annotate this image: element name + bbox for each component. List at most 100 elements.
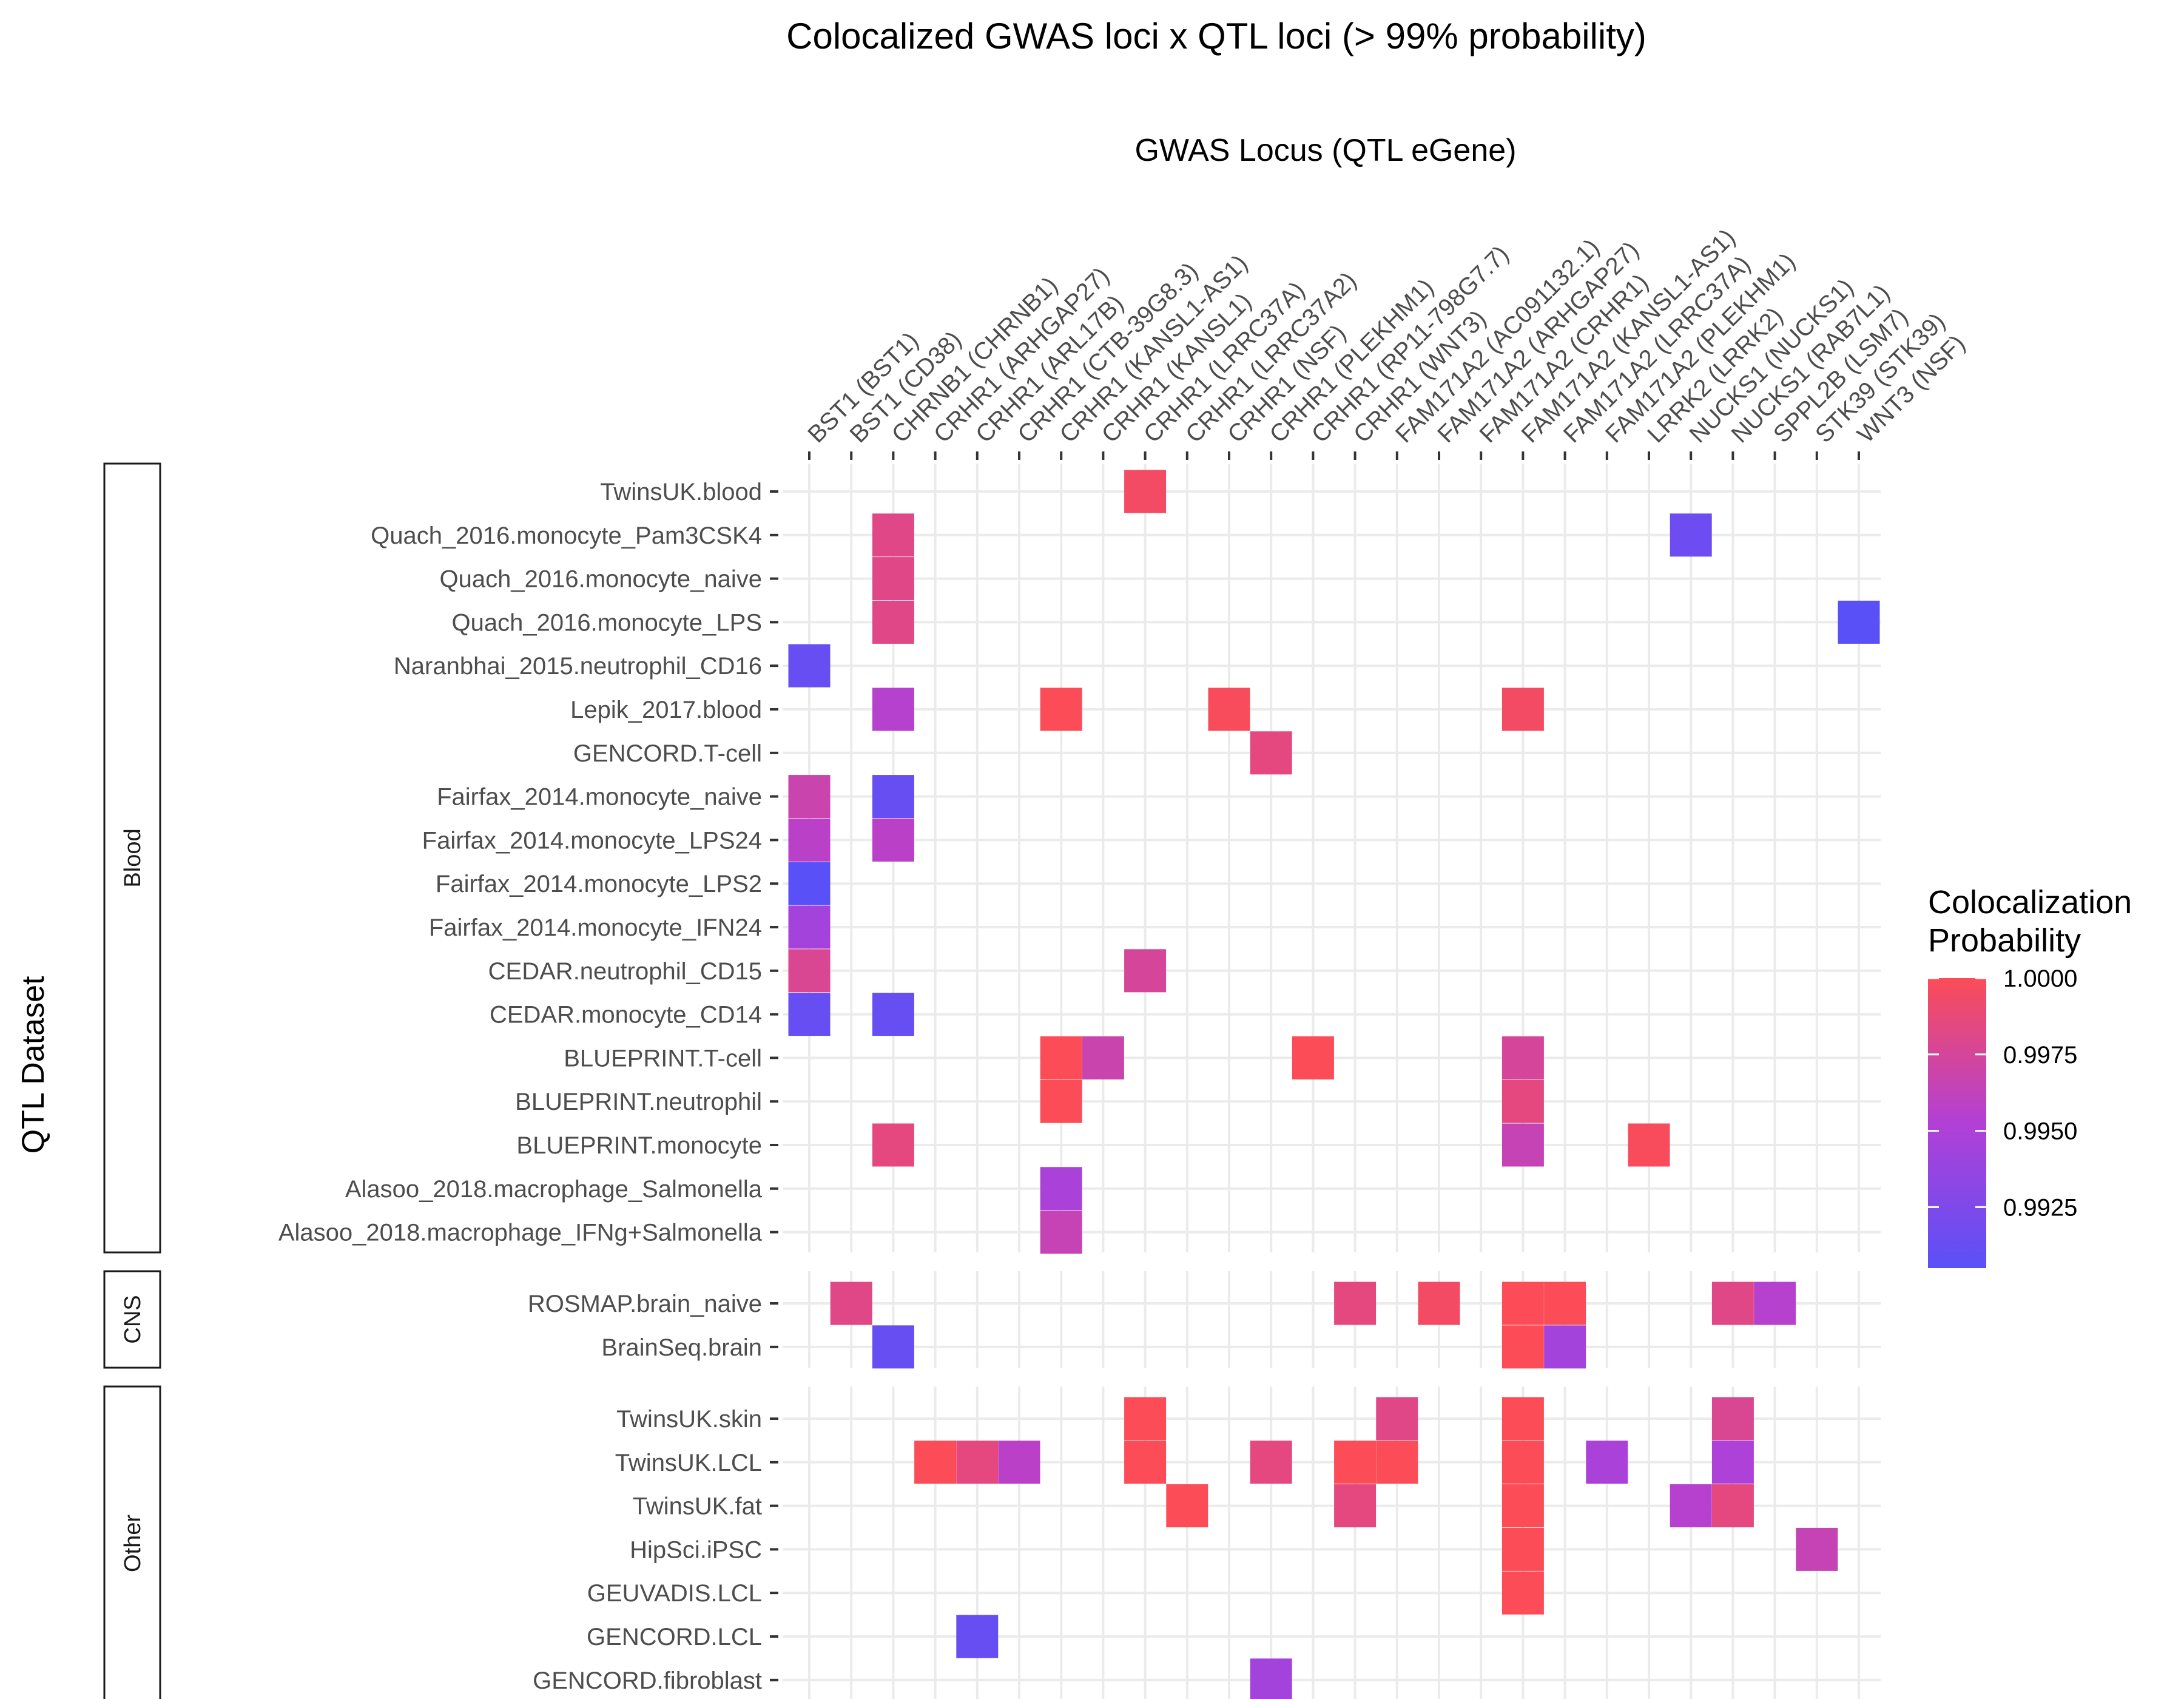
heatmap-cell [872, 775, 914, 819]
heatmap-cell [1040, 1167, 1082, 1211]
heatmap-cell [1040, 687, 1082, 731]
heatmap-cell [1711, 1484, 1754, 1528]
heatmap-cell [1502, 1079, 1544, 1123]
heatmap-cell [956, 1615, 999, 1658]
heatmap-cell [1250, 731, 1292, 775]
heatmap-cell [872, 1123, 914, 1167]
legend-tick-label: 0.9925 [2003, 1194, 2077, 1221]
heatmap-cell [788, 818, 831, 862]
heatmap-cell [1628, 1123, 1670, 1167]
y-tick-label-fairfax-2014-monocyte-ifn24: Fairfax_2014.monocyte_IFN24 [429, 914, 762, 941]
facet-strip-blood [103, 462, 161, 1254]
y-tick-label-blueprint-t-cell: BLUEPRINT.T-cell [564, 1045, 762, 1072]
y-tick-label-blueprint-monocyte: BLUEPRINT.monocyte [516, 1132, 762, 1159]
heatmap-cell [1040, 1036, 1082, 1079]
y-tick-label-twinsuk-lcl: TwinsUK.LCL [615, 1450, 762, 1476]
y-tick-label-lepik-2017-blood: Lepik_2017.blood [570, 697, 762, 723]
heatmap-cell [1502, 1397, 1544, 1441]
y-tick-label-alasoo-2018-macrophage-salmonella: Alasoo_2018.macrophage_Salmonella [345, 1176, 763, 1203]
chart-title: Colocalized GWAS loci x QTL loci (> 99% … [786, 16, 1646, 56]
heatmap-cell [1334, 1441, 1377, 1484]
y-tick-label-geuvadis-lcl: GEUVADIS.LCL [587, 1580, 762, 1607]
heatmap-cell [1502, 687, 1544, 731]
legend-title-line-2: Probability [1928, 922, 2081, 959]
y-tick-label-twinsuk-skin: TwinsUK.skin [616, 1406, 762, 1433]
heatmap-cell [1376, 1441, 1418, 1484]
heatmap-cell [1502, 1441, 1544, 1484]
heatmap-cell [1502, 1036, 1544, 1079]
legend-tick-label: 0.9950 [2003, 1118, 2077, 1145]
legend: Colocalization Probability 1.0000 0.9975 0… [1928, 884, 2132, 1268]
y-tick-label-alasoo-2018-macrophage-ifng-salmonella: Alasoo_2018.macrophage_IFNg+Salmonella [278, 1220, 763, 1246]
heatmap-cell [1250, 1441, 1292, 1484]
heatmap-cell [1292, 1036, 1334, 1079]
heatmap-cell [1711, 1397, 1754, 1441]
y-tick-label-cedar-neutrophil-cd15: CEDAR.neutrophil_CD15 [488, 958, 762, 985]
heatmap-cell [1250, 1658, 1292, 1699]
heatmap-cell [788, 775, 831, 819]
heatmap-cell [1166, 1484, 1208, 1528]
heatmap-cell [872, 1325, 914, 1369]
heatmap-cell [872, 993, 914, 1036]
heatmap-cell [872, 818, 914, 862]
y-tick-label-fairfax-2014-monocyte-lps2: Fairfax_2014.monocyte_LPS2 [436, 871, 762, 897]
heatmap-cell [1502, 1282, 1544, 1325]
heatmap-cell [830, 1282, 872, 1325]
heatmap-cell [1796, 1527, 1838, 1571]
y-tick-label-gencord-t-cell: GENCORD.T-cell [573, 740, 762, 767]
y-tick-label-rosmap-brain-naive: ROSMAP.brain_naive [528, 1291, 762, 1317]
y-tick-label-fairfax-2014-monocyte-naive: Fairfax_2014.monocyte_naive [437, 784, 762, 811]
y-tick-label-fairfax-2014-monocyte-lps24: Fairfax_2014.monocyte_LPS24 [422, 827, 762, 854]
y-tick-label-gencord-lcl: GENCORD.LCL [587, 1624, 762, 1650]
heatmap-cell [1418, 1282, 1460, 1325]
heatmap-cell [1670, 1484, 1712, 1528]
y-axis-title: QTL Dataset [16, 976, 51, 1153]
y-tick-label-blueprint-neutrophil: BLUEPRINT.neutrophil [515, 1089, 762, 1115]
heatmap-cell [914, 1441, 957, 1484]
y-tick-label-quach-2016-monocyte-pam3csk4: Quach_2016.monocyte_Pam3CSK4 [371, 522, 762, 549]
facet-strip-label-cns: CNS [120, 1295, 146, 1343]
facet-strip-label-blood: Blood [120, 828, 146, 887]
axis-ticks [770, 451, 1860, 1681]
legend-ticks: 1.0000 0.9975 0.9950 0.9925 [1928, 965, 2077, 1221]
heatmap-cell [788, 993, 831, 1036]
heatmap-cell [788, 905, 831, 949]
heatmap-cell [1376, 1397, 1418, 1441]
y-tick-label-brainseq-brain: BrainSeq.brain [601, 1334, 762, 1361]
heatmap-cell [1082, 1036, 1124, 1079]
heatmap-cell [1208, 687, 1250, 731]
heatmap-cells [788, 470, 1880, 1699]
legend-tick-label: 1.0000 [2003, 965, 2077, 992]
heatmap-cell [872, 513, 914, 557]
heatmap-cell [1754, 1282, 1796, 1325]
y-tick-label-quach-2016-monocyte-naive: Quach_2016.monocyte_naive [440, 566, 762, 593]
heatmap-cell [1040, 1211, 1082, 1254]
y-tick-label-twinsuk-blood: TwinsUK.blood [600, 479, 762, 505]
heatmap-cell [788, 862, 831, 905]
legend-title-line-1: Colocalization [1928, 884, 2132, 920]
heatmap-cell [956, 1441, 999, 1484]
heatmap-cell [1544, 1282, 1586, 1325]
heatmap-cell [1040, 1079, 1082, 1123]
y-tick-label-twinsuk-fat: TwinsUK.fat [633, 1493, 762, 1520]
heatmap-cell [1502, 1571, 1544, 1615]
x-axis-title: GWAS Locus (QTL eGene) [1134, 133, 1516, 168]
legend-tick-label: 0.9975 [2003, 1042, 2077, 1069]
heatmap-cell [998, 1441, 1040, 1484]
heatmap-cell [1711, 1441, 1754, 1484]
y-tick-label-quach-2016-monocyte-lps: Quach_2016.monocyte_LPS [452, 609, 762, 636]
legend-colorbar [1928, 978, 1986, 1268]
heatmap-cell [1711, 1282, 1754, 1325]
y-tick-label-gencord-fibroblast: GENCORD.fibroblast [533, 1667, 762, 1694]
heatmap-cell [1124, 470, 1167, 513]
heatmap-cell [872, 687, 914, 731]
heatmap-cell [1124, 949, 1167, 993]
heatmap-cell [1502, 1123, 1544, 1167]
heatmap-cell [872, 600, 914, 644]
heatmap-cell [1586, 1441, 1628, 1484]
heatmap-cell [1502, 1325, 1544, 1369]
y-tick-label-cedar-monocyte-cd14: CEDAR.monocyte_CD14 [490, 1002, 762, 1029]
heatmap-cell [1334, 1282, 1377, 1325]
